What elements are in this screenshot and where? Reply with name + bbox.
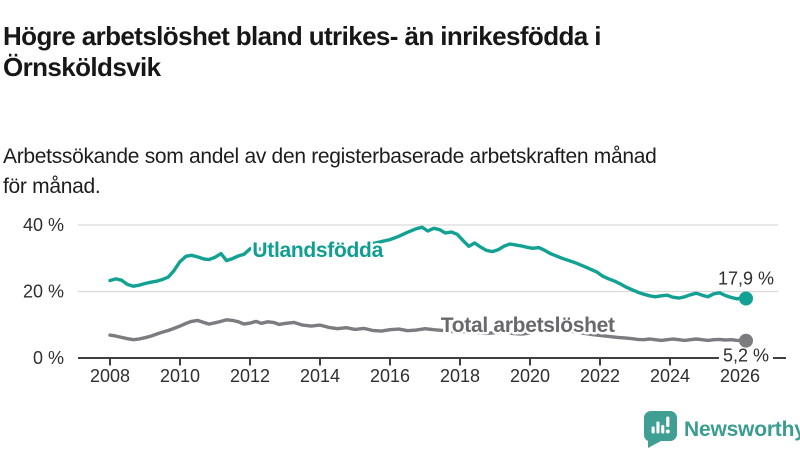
x-tick-label: 2016 [370, 366, 410, 386]
x-tick-label: 2022 [580, 366, 620, 386]
brand-name: Newsworthy [684, 417, 800, 441]
x-tick-label: 2010 [160, 366, 200, 386]
end-dot-utlandsfodda [739, 291, 753, 306]
chart-subtitle-line1: Arbetssökande som andel av den registerb… [3, 145, 657, 168]
end-label-utlandsfodda: 17,9 % [718, 269, 774, 289]
page-title: Högre arbetslöshet bland utrikes- än inr… [3, 21, 797, 83]
end-dot-total [739, 333, 753, 348]
bar-chart-speech-bubble-icon [644, 411, 677, 448]
x-tick-label: 2024 [650, 366, 690, 386]
end-label-bg [718, 350, 773, 366]
y-tick-label: 0 % [33, 348, 64, 368]
x-tick-label: 2008 [90, 366, 130, 386]
page-title-line1: Högre arbetslöshet bland utrikes- än inr… [3, 21, 601, 52]
page-title-line2: Örnsköldsvik [3, 52, 161, 83]
y-tick-label: 20 % [23, 282, 64, 302]
end-label-total: 5,2 % [723, 346, 769, 366]
x-tick-label: 2012 [230, 366, 270, 386]
x-tick-label: 2026 [720, 366, 760, 386]
series-label-utlandsfodda: Utlandsfödda [252, 239, 383, 262]
series-label-total: Total arbetslöshet [441, 314, 615, 337]
y-tick-label: 40 % [23, 215, 64, 235]
series-line-total [108, 318, 748, 343]
chart-subtitle: Arbetssökande som andel av den registerb… [3, 142, 797, 202]
newsworthy-logo[interactable]: Newsworthy [644, 411, 800, 448]
x-tick-label: 2020 [510, 366, 550, 386]
series-line-utlandsfodda [108, 225, 748, 301]
x-tick-label: 2014 [300, 366, 340, 386]
chart-subtitle-line2: för månad. [3, 175, 101, 198]
x-tick-label: 2018 [440, 366, 480, 386]
